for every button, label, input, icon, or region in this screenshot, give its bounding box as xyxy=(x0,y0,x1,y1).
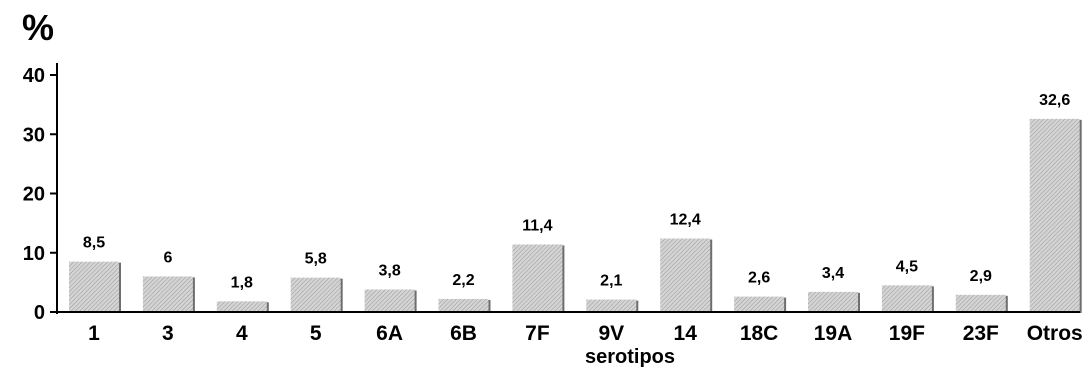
x-tick-label: 14 xyxy=(674,322,698,345)
bar xyxy=(734,296,785,312)
data-label: 12,4 xyxy=(670,212,701,229)
x-tick-label: 9V xyxy=(598,322,624,345)
data-label: 1,8 xyxy=(231,274,253,291)
x-tick-label: 6B xyxy=(450,322,477,345)
data-label: 5,8 xyxy=(305,251,327,268)
data-label: 2,1 xyxy=(600,273,622,290)
y-tick-label: 0 xyxy=(34,302,45,324)
x-tick-label: 7F xyxy=(525,322,550,345)
bar xyxy=(955,294,1006,312)
bar xyxy=(660,238,711,312)
bars: 8,5 6 1,8 5,8 3,8 2,2 11,4 2,1 12,4 2,6 3,4 4,5 2,9 3… xyxy=(69,92,1082,313)
x-tick-label: 4 xyxy=(236,322,248,345)
data-label: 2,6 xyxy=(748,270,770,287)
bar xyxy=(69,261,119,312)
x-tick-label: 19F xyxy=(889,322,925,345)
x-tick-label: 1 xyxy=(88,322,100,345)
bar xyxy=(142,276,193,312)
bar xyxy=(438,298,489,312)
y-axis: 0 10 20 30 40 xyxy=(23,63,58,324)
bar xyxy=(364,289,415,312)
x-tick-label: 19A xyxy=(814,322,853,345)
y-tick-label: 10 xyxy=(23,243,45,265)
data-label: 11,4 xyxy=(522,217,552,234)
data-label: 6 xyxy=(163,249,172,266)
x-tick-label: 3 xyxy=(162,322,174,345)
y-tick-label: 30 xyxy=(23,124,45,146)
data-label: 3,8 xyxy=(378,262,400,279)
x-tick-label: Otros xyxy=(1027,322,1083,345)
data-label: 32,6 xyxy=(1039,92,1070,109)
data-label: 3,4 xyxy=(822,265,844,282)
y-tick-label: 40 xyxy=(23,65,45,87)
x-tick-label: 18C xyxy=(740,322,779,345)
y-unit-label: % xyxy=(22,7,54,48)
x-tick-label: 23F xyxy=(963,322,999,345)
x-tick-label: 5 xyxy=(310,322,322,345)
x-tick-label: 6A xyxy=(376,322,403,345)
data-label: 2,2 xyxy=(452,272,474,289)
y-tick-label: 20 xyxy=(23,184,45,206)
bar xyxy=(808,291,858,312)
bar xyxy=(290,277,341,312)
data-label: 8,5 xyxy=(83,235,105,252)
bar xyxy=(1029,118,1080,312)
data-label: 2,9 xyxy=(970,268,992,285)
x-axis: 1 3 4 5 6A 6B 7F 9V 14 18C 19A 19F 23F Otros xyxy=(56,311,1083,345)
bar xyxy=(216,301,267,312)
x-axis-label: serotipos xyxy=(585,346,675,368)
data-label: 4,5 xyxy=(896,258,918,275)
bar xyxy=(881,285,932,312)
bar xyxy=(512,244,563,312)
bar xyxy=(586,299,637,312)
